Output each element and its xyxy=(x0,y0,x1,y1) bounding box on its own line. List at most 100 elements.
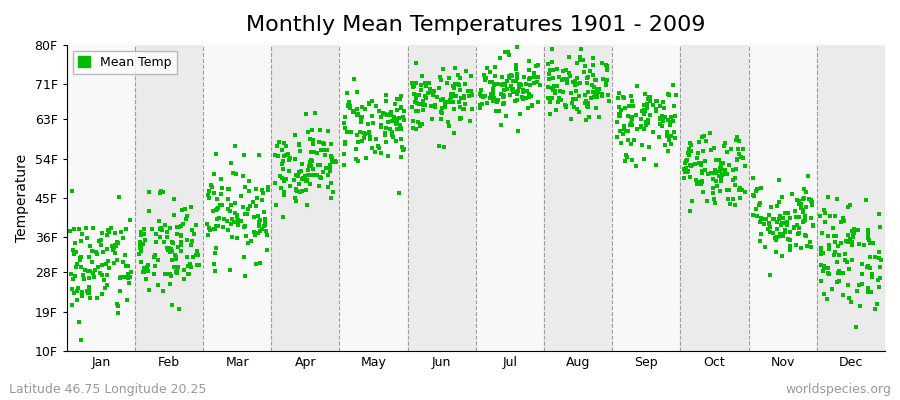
Point xyxy=(775,252,789,259)
Point xyxy=(390,96,404,102)
Point xyxy=(714,178,728,185)
Point xyxy=(560,76,574,82)
Point xyxy=(495,74,509,80)
Point xyxy=(569,96,583,102)
Point xyxy=(643,93,657,100)
Point xyxy=(169,269,184,275)
Point xyxy=(180,212,194,219)
Point xyxy=(154,187,168,194)
Point xyxy=(842,232,856,238)
Point xyxy=(696,188,710,195)
Point xyxy=(688,177,703,183)
Point xyxy=(277,189,292,195)
Point xyxy=(166,302,180,308)
Point xyxy=(175,207,189,214)
Point xyxy=(171,264,185,270)
Point xyxy=(274,185,289,192)
Point xyxy=(256,190,271,196)
Point xyxy=(522,82,536,88)
Point xyxy=(428,102,443,109)
Point xyxy=(527,74,542,80)
Point xyxy=(677,174,691,181)
Point xyxy=(313,127,328,133)
Point xyxy=(350,106,365,112)
Point xyxy=(374,114,389,120)
Point xyxy=(501,73,516,79)
Point xyxy=(694,162,708,168)
Point xyxy=(94,242,108,248)
Point xyxy=(350,157,365,164)
Point xyxy=(324,195,338,201)
Point xyxy=(558,102,572,108)
Point xyxy=(822,246,836,253)
Point xyxy=(305,126,320,133)
Point xyxy=(806,222,820,228)
Point xyxy=(842,266,856,272)
Point xyxy=(202,224,216,231)
Point xyxy=(630,126,644,132)
Point xyxy=(338,114,353,120)
Point xyxy=(616,94,630,100)
Point xyxy=(357,131,372,138)
Point xyxy=(643,112,657,118)
Point xyxy=(114,228,129,235)
Point xyxy=(653,121,668,128)
Point xyxy=(509,44,524,50)
Point xyxy=(165,248,179,255)
Point xyxy=(510,128,525,134)
Point xyxy=(479,75,493,82)
Point xyxy=(82,274,96,281)
Point xyxy=(861,237,876,244)
Point xyxy=(295,176,310,182)
Point xyxy=(406,84,420,91)
Point xyxy=(229,171,243,178)
Point xyxy=(617,123,632,129)
Point xyxy=(663,114,678,120)
Point xyxy=(119,225,133,232)
Point xyxy=(212,202,227,208)
Point xyxy=(497,100,511,106)
Point xyxy=(316,168,330,175)
Point xyxy=(359,155,374,162)
Point xyxy=(747,192,761,199)
Point xyxy=(510,75,525,82)
Point xyxy=(600,92,615,98)
Point xyxy=(133,259,148,265)
Point xyxy=(562,70,576,76)
Point xyxy=(390,107,404,113)
Point xyxy=(69,261,84,267)
Point xyxy=(393,104,408,110)
Point xyxy=(680,169,694,176)
Point xyxy=(416,107,430,113)
Point xyxy=(497,93,511,100)
Point xyxy=(94,261,109,268)
Point xyxy=(749,206,763,212)
Point xyxy=(504,72,518,78)
Point xyxy=(480,100,494,106)
Point xyxy=(749,188,763,194)
Point xyxy=(224,221,238,228)
Point xyxy=(133,245,148,252)
Point xyxy=(166,212,181,218)
Point xyxy=(424,103,438,110)
Point xyxy=(117,252,131,258)
Point xyxy=(574,45,589,52)
Point xyxy=(409,108,423,114)
Point xyxy=(825,286,840,293)
Point xyxy=(521,94,535,100)
Point xyxy=(799,232,814,239)
Point xyxy=(692,139,706,146)
Point xyxy=(763,272,778,278)
Point xyxy=(416,102,430,108)
Point xyxy=(548,90,562,96)
Point xyxy=(276,152,291,159)
Point xyxy=(486,88,500,94)
Point xyxy=(465,92,480,98)
Point xyxy=(736,146,751,152)
Point xyxy=(107,260,122,266)
Point xyxy=(507,89,521,96)
Point xyxy=(418,82,433,89)
Point xyxy=(700,198,715,204)
Point xyxy=(437,101,452,108)
Point xyxy=(779,220,794,226)
